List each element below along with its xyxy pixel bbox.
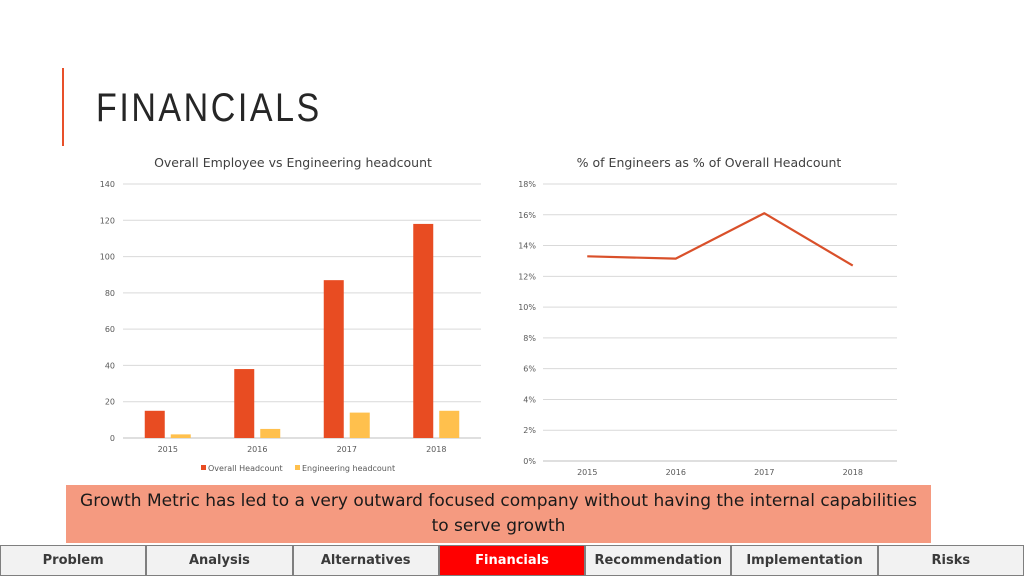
bar-chart-y-tick-label: 100 <box>100 253 115 262</box>
line-chart-x-tick-label: 2018 <box>843 468 863 477</box>
title-accent-bar <box>62 68 64 146</box>
nav-tab-alternatives[interactable]: Alternatives <box>292 545 439 576</box>
bar-chart-y-tick-label: 140 <box>100 180 115 189</box>
legend-label-1: Engineering headcount <box>302 464 395 473</box>
legend-swatch-0 <box>201 465 206 470</box>
bar-chart-y-tick-label: 40 <box>105 361 115 370</box>
bar-overall-headcount-2015 <box>144 410 165 438</box>
line-chart-y-tick-label: 6% <box>523 365 536 374</box>
section-nav-bar: Problem Analysis Alternatives Financials… <box>0 545 1024 576</box>
line-chart-x-tick-label: 2016 <box>666 468 686 477</box>
nav-tab-risks[interactable]: Risks <box>877 545 1024 576</box>
engineer-percentage-line <box>587 212 854 267</box>
legend-label-0: Overall Headcount <box>208 464 283 473</box>
line-chart-y-tick-label: 12% <box>518 272 536 281</box>
nav-tab-problem[interactable]: Problem <box>0 545 147 576</box>
nav-tab-recommendation[interactable]: Recommendation <box>585 545 732 576</box>
bar-chart-x-tick-label: 2017 <box>337 445 357 454</box>
page-title: FINANCIALS <box>96 86 322 130</box>
bar-chart-x-tick-label: 2015 <box>158 445 178 454</box>
line-chart-x-tick-label: 2015 <box>577 468 597 477</box>
nav-tab-implementation[interactable]: Implementation <box>731 545 878 576</box>
line-chart-y-tick-label: 18% <box>518 180 536 189</box>
bar-overall-headcount-2018 <box>413 223 434 438</box>
bar-chart-x-tick-label: 2018 <box>426 445 446 454</box>
line-chart-y-tick-label: 10% <box>518 303 536 312</box>
bar-overall-headcount-2017 <box>323 280 344 438</box>
bar-chart-y-tick-label: 20 <box>105 398 115 407</box>
line-chart-y-tick-label: 14% <box>518 242 536 251</box>
bar-chart-x-tick-label: 2016 <box>247 445 267 454</box>
nav-tab-analysis[interactable]: Analysis <box>146 545 293 576</box>
bar-engineering-headcount-2015 <box>170 434 191 438</box>
line-chart-y-tick-label: 4% <box>523 395 536 404</box>
bar-chart-title: Overall Employee vs Engineering headcoun… <box>154 155 432 170</box>
line-chart-y-tick-label: 0% <box>523 457 536 466</box>
key-insight-callout: Growth Metric has led to a very outward … <box>66 485 931 543</box>
bar-chart-y-tick-label: 120 <box>100 216 115 225</box>
bar-engineering-headcount-2018 <box>439 410 460 438</box>
line-chart-y-tick-label: 8% <box>523 334 536 343</box>
bar-engineering-headcount-2017 <box>349 412 370 438</box>
callout-text: Growth Metric has led to a very outward … <box>80 491 917 536</box>
legend-swatch-1 <box>295 465 300 470</box>
bar-chart-y-tick-label: 80 <box>105 289 115 298</box>
nav-tab-financials[interactable]: Financials <box>438 545 586 576</box>
line-chart-y-tick-label: 16% <box>518 211 536 220</box>
line-chart-y-tick-label: 2% <box>523 426 536 435</box>
bar-overall-headcount-2016 <box>234 369 255 438</box>
bar-chart-y-tick-label: 0 <box>110 434 115 443</box>
bar-engineering-headcount-2016 <box>260 428 281 438</box>
line-chart-title: % of Engineers as % of Overall Headcount <box>577 155 842 170</box>
line-chart-x-tick-label: 2017 <box>754 468 774 477</box>
bar-chart-y-tick-label: 60 <box>105 325 115 334</box>
